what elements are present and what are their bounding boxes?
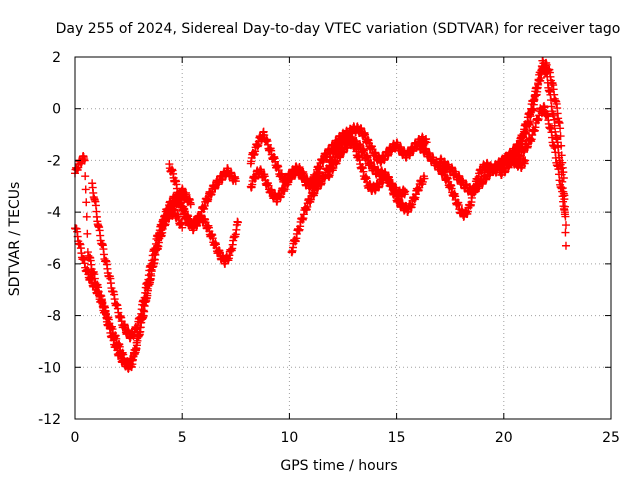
data-point bbox=[81, 172, 90, 181]
series-arc-12 bbox=[510, 102, 569, 217]
series-arc-6 bbox=[246, 164, 324, 206]
data-point bbox=[521, 156, 530, 165]
plot-frame bbox=[74, 56, 612, 420]
y-tick-label: -6 bbox=[47, 257, 61, 273]
x-tick-label: 15 bbox=[388, 430, 406, 446]
data-point bbox=[82, 198, 91, 207]
data-point bbox=[560, 208, 569, 217]
data-point bbox=[186, 200, 195, 209]
x-axis-label: GPS time / hours bbox=[280, 458, 397, 474]
x-tick-label: 20 bbox=[495, 430, 513, 446]
x-tick-label: 0 bbox=[71, 430, 80, 446]
x-tick-label: 25 bbox=[602, 430, 620, 446]
y-tick-label: -12 bbox=[38, 412, 61, 428]
chart-title: Day 255 of 2024, Sidereal Day-to-day VTE… bbox=[56, 21, 621, 37]
y-tick-label: -8 bbox=[47, 309, 61, 325]
grid-layer bbox=[75, 57, 611, 419]
series-arc-3 bbox=[88, 179, 195, 343]
data-point bbox=[178, 223, 187, 232]
data-layer bbox=[71, 56, 570, 373]
data-point bbox=[556, 124, 565, 133]
series-arc-2 bbox=[71, 205, 187, 371]
data-point bbox=[233, 218, 242, 227]
y-tick-label: -2 bbox=[47, 153, 61, 169]
y-tick-label: -10 bbox=[38, 360, 61, 376]
data-point bbox=[561, 221, 570, 230]
series-arc-11 bbox=[495, 56, 570, 230]
series-arc-4 bbox=[165, 160, 242, 268]
data-point bbox=[401, 187, 410, 196]
y-axis-label: SDTVAR / TECUs bbox=[7, 182, 23, 297]
data-point bbox=[82, 212, 91, 221]
series-arc-8 bbox=[323, 135, 410, 201]
data-point bbox=[80, 156, 89, 165]
x-tick-label: 10 bbox=[280, 430, 298, 446]
y-tick-label: -4 bbox=[47, 205, 61, 221]
data-point bbox=[83, 229, 92, 238]
x-tick-label: 5 bbox=[178, 430, 187, 446]
tick-layer bbox=[74, 56, 612, 420]
label-layer: 0 5 10 15 20 25 -12 -10 -8 -6 -4 -2 0 2 bbox=[38, 50, 620, 446]
data-point bbox=[231, 177, 240, 186]
y-tick-label: 0 bbox=[52, 102, 61, 118]
data-point bbox=[561, 241, 570, 250]
y-tick-label: 2 bbox=[52, 50, 61, 66]
data-point bbox=[420, 174, 429, 183]
data-point bbox=[81, 185, 90, 194]
data-point bbox=[561, 228, 570, 237]
